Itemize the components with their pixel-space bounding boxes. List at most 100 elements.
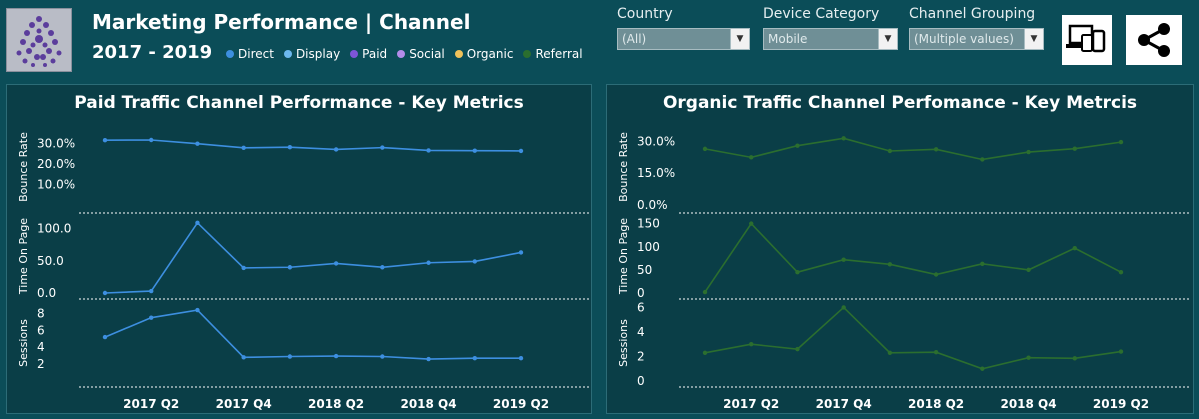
data-point — [472, 148, 477, 153]
paid-traffic-panel: Paid Traffic Channel Performance - Key M… — [6, 84, 592, 414]
y-tick-label: 30.0% — [37, 136, 75, 150]
chevron-down-icon[interactable]: ▼ — [730, 29, 749, 49]
x-tick-label: 2017 Q4 — [816, 397, 872, 411]
data-point — [1026, 267, 1031, 273]
page-title: Marketing Performance | Channel — [92, 10, 471, 34]
data-point — [287, 354, 293, 359]
y-tick-label: 6 — [637, 300, 645, 314]
data-point — [1118, 349, 1124, 354]
legend-item-social[interactable]: Social — [397, 47, 445, 61]
data-point — [702, 289, 708, 295]
series-line — [704, 137, 1122, 161]
data-point — [980, 261, 985, 267]
y-tick-label: 4 — [637, 325, 645, 339]
y-tick-label: 6 — [37, 323, 45, 337]
x-tick-label: 2018 Q2 — [308, 397, 364, 411]
data-point — [933, 349, 939, 355]
country-filter: Country (All) ▼ — [617, 6, 750, 50]
device-select[interactable]: Mobile ▼ — [763, 28, 898, 50]
data-point — [933, 147, 939, 152]
data-point — [841, 305, 846, 310]
data-point — [333, 147, 339, 152]
channel-filter: Channel Grouping (Multiple values) ▼ — [909, 6, 1044, 50]
share-button[interactable] — [1126, 15, 1182, 65]
y-tick-label: 20.0% — [37, 157, 75, 171]
x-tick-label: 2018 Q2 — [908, 397, 964, 411]
data-point — [1118, 269, 1124, 275]
y-axis-label: Sessions — [17, 319, 30, 367]
data-point — [1072, 245, 1077, 251]
y-tick-label: 150 — [637, 217, 660, 231]
x-tick-label: 2018 Q4 — [1000, 397, 1056, 411]
organic-panel-title: Organic Traffic Channel Perfomance - Key… — [662, 93, 1138, 113]
series-line — [704, 222, 1122, 293]
data-point — [518, 148, 524, 154]
y-tick-label: 0.0 — [37, 286, 56, 300]
x-tick-label: 2019 Q2 — [493, 397, 549, 411]
legend-label: Direct — [238, 47, 274, 61]
data-point — [795, 346, 800, 352]
country-select[interactable]: (All) ▼ — [617, 28, 750, 50]
data-point — [1118, 139, 1124, 145]
y-tick-label: 10.0% — [37, 177, 75, 191]
legend-item-organic[interactable]: Organic — [454, 47, 514, 61]
data-point — [287, 265, 293, 270]
legend-item-referral[interactable]: Referral — [523, 47, 583, 61]
y-tick-label: 4 — [37, 340, 45, 354]
device-view-button[interactable] — [1062, 15, 1112, 65]
series-line — [104, 309, 521, 360]
legend-dot — [523, 50, 532, 58]
y-tick-label: 0.0% — [637, 198, 668, 212]
data-point — [472, 356, 477, 361]
data-point — [887, 350, 893, 356]
data-point — [241, 145, 246, 151]
x-tick-label: 2019 Q2 — [1093, 397, 1149, 411]
y-tick-label: 0 — [637, 286, 645, 300]
data-point — [195, 307, 200, 313]
data-point — [380, 145, 385, 150]
legend-dot — [350, 50, 359, 58]
legend-dot — [283, 50, 292, 58]
legend-item-display[interactable]: Display — [283, 47, 340, 61]
series-line — [704, 306, 1122, 370]
data-point — [380, 265, 385, 270]
data-point — [426, 260, 431, 265]
data-point — [980, 366, 985, 371]
devices-icon — [1066, 24, 1106, 53]
data-point — [380, 354, 385, 359]
channel-legend: Direct Display Paid Social Organic Refer… — [226, 47, 583, 61]
x-tick-label: 2017 Q4 — [216, 397, 272, 411]
chevron-down-icon[interactable]: ▼ — [878, 29, 897, 49]
data-point — [287, 144, 293, 150]
data-point — [518, 356, 524, 361]
data-point — [333, 353, 339, 359]
legend-label: Organic — [466, 47, 514, 61]
data-point — [241, 355, 246, 360]
page-subtitle: 2017 - 2019 — [92, 42, 213, 63]
data-point — [195, 141, 200, 146]
brand-logo — [6, 8, 72, 72]
paid-traffic-chart: Bounce Rate 10.0% 20.0% 30.0% Time On Page 0.… — [17, 132, 591, 411]
y-axis-label: Time On Page — [617, 218, 630, 295]
country-select-value: (All) — [622, 32, 647, 46]
data-point — [149, 288, 154, 294]
x-tick-label: 2018 Q4 — [400, 397, 456, 411]
legend-dot — [226, 50, 234, 58]
y-axis-label: Bounce Rate — [17, 132, 30, 202]
data-point — [702, 350, 708, 356]
data-point — [1026, 149, 1031, 155]
x-tick-label: 2017 Q2 — [123, 397, 179, 411]
y-axis-label: Sessions — [617, 319, 630, 367]
channel-select[interactable]: (Multiple values) ▼ — [909, 28, 1044, 50]
legend-item-paid[interactable]: Paid — [350, 47, 387, 61]
country-filter-label: Country — [617, 6, 673, 22]
chevron-down-icon[interactable]: ▼ — [1024, 29, 1043, 49]
legend-item-direct[interactable]: Direct — [226, 47, 274, 61]
series-line — [104, 221, 522, 294]
data-point — [102, 334, 108, 340]
y-axis-label: Bounce Rate — [617, 132, 630, 202]
data-point — [933, 272, 939, 277]
legend-label: Social — [409, 47, 445, 61]
legend-dot — [454, 50, 463, 58]
data-point — [749, 221, 754, 226]
